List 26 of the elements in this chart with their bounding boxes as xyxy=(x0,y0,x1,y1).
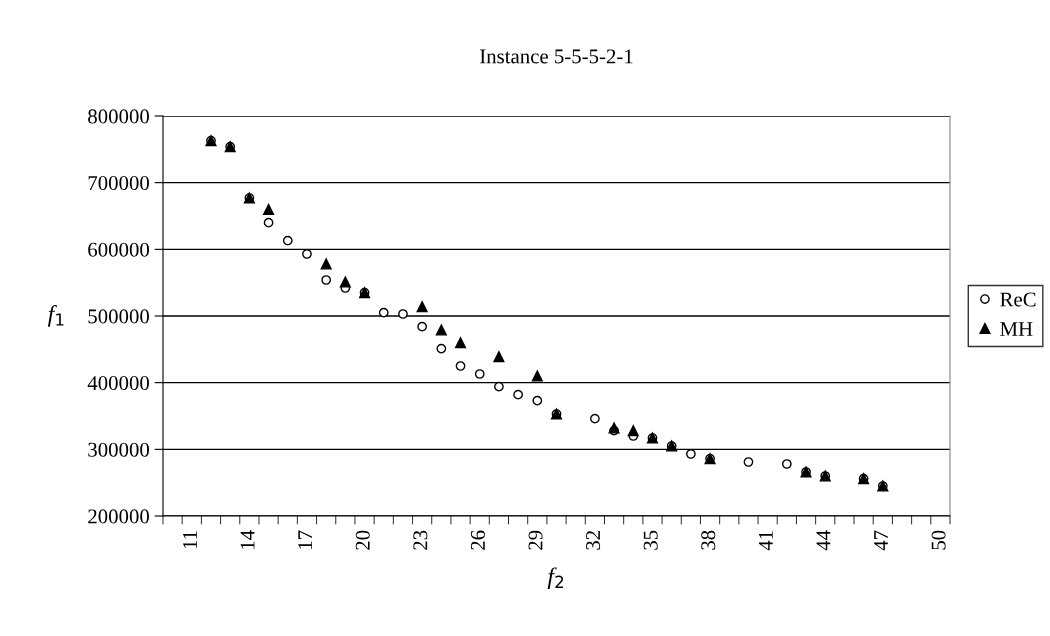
y-tick-label: 500000 xyxy=(88,309,150,324)
legend-label: ReC xyxy=(1000,292,1036,307)
x-tick-label: 29 xyxy=(528,530,543,550)
y-tick-label: 700000 xyxy=(88,176,150,191)
x-tick-label: 47 xyxy=(874,530,888,551)
x-tick-label: 20 xyxy=(355,530,370,550)
x-tick-label: 44 xyxy=(816,530,831,551)
x-axis-title: f$_{2}$ xyxy=(547,567,564,590)
y-tick-label: 300000 xyxy=(88,442,150,457)
x-tick-label: 50 xyxy=(931,530,946,550)
x-tick-label: 41 xyxy=(758,531,773,551)
x-tick-label: 32 xyxy=(586,531,601,550)
legend-label: MH xyxy=(1000,322,1033,336)
y-tick-label: 600000 xyxy=(88,242,150,257)
x-tick-label: 14 xyxy=(240,530,255,549)
x-tick-label: 26 xyxy=(470,530,485,550)
chart-title: Instance 5-5-5-2-1 xyxy=(480,49,633,64)
y-tick-label: 400000 xyxy=(87,376,150,391)
x-tick-label: 23 xyxy=(413,530,428,550)
x-tick-label: 11 xyxy=(183,531,197,549)
x-tick-label: 38 xyxy=(701,530,716,550)
x-tick-label: 35 xyxy=(643,530,658,550)
x-tick-label: 17 xyxy=(298,530,312,549)
y-axis-title: f$_{1}$ xyxy=(47,305,64,327)
y-tick-label: 200000 xyxy=(88,509,150,524)
y-tick-label: 800000 xyxy=(88,109,150,124)
